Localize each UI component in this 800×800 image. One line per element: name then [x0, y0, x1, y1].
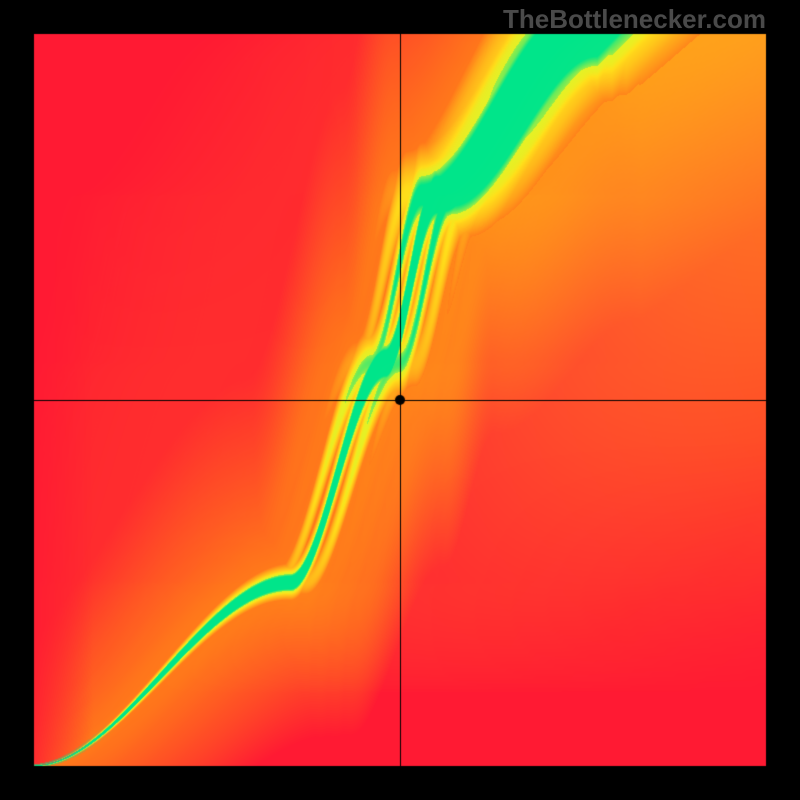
- watermark-text: TheBottlenecker.com: [503, 4, 766, 35]
- bottleneck-heatmap-canvas: [0, 0, 800, 800]
- chart-container: TheBottlenecker.com: [0, 0, 800, 800]
